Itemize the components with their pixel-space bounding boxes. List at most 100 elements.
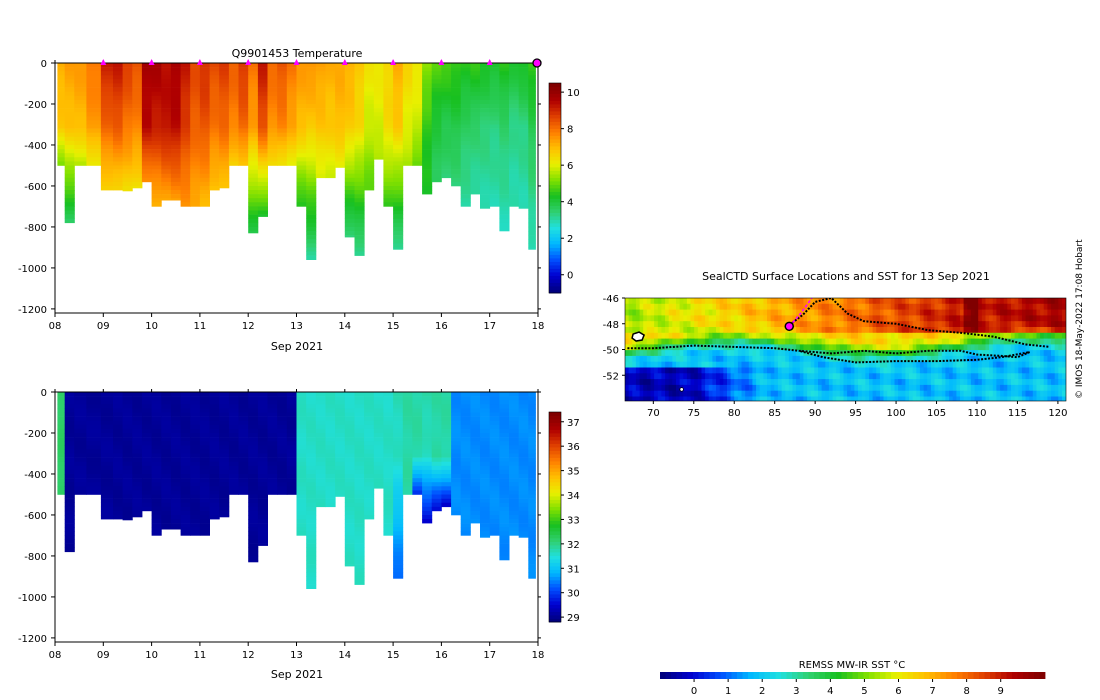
sst-cell: [646, 309, 651, 316]
data-cell: [199, 433, 210, 438]
data-cell: [354, 457, 365, 462]
sst-cell: [876, 355, 881, 363]
data-cell: [373, 482, 384, 487]
data-cell: [393, 392, 404, 397]
data-cell: [528, 424, 536, 430]
data-cell: [122, 63, 133, 68]
data-cell: [141, 91, 152, 97]
sst-cell: [686, 344, 691, 351]
data-cell: [335, 161, 346, 166]
data-cell: [528, 519, 536, 524]
data-cell: [412, 486, 423, 491]
data-cell: [286, 486, 297, 491]
sst-cell: [657, 327, 662, 334]
sst-cell: [756, 309, 761, 316]
data-cell: [470, 392, 481, 397]
sst-cell: [930, 344, 935, 351]
data-cell: [306, 136, 317, 142]
data-cell: [518, 400, 529, 405]
sst-cell: [872, 309, 877, 316]
data-cell: [286, 112, 297, 117]
data-cell: [228, 149, 239, 154]
data-cell: [199, 486, 210, 491]
sst-cell: [1043, 355, 1048, 363]
sst-cell: [956, 315, 961, 322]
sst-cell: [781, 350, 786, 357]
data-cell: [306, 539, 317, 544]
data-cell: [344, 478, 355, 483]
sst-cell: [676, 315, 681, 322]
data-cell: [219, 153, 230, 158]
sst-cell: [1011, 321, 1016, 328]
data-cell: [151, 153, 162, 158]
data-cell: [335, 157, 346, 162]
sst-cell: [828, 361, 833, 368]
data-cell: [86, 465, 102, 471]
data-cell: [412, 128, 423, 133]
data-cell: [383, 416, 394, 421]
sst-cell: [701, 309, 706, 316]
sst-cell: [781, 338, 786, 345]
sst-cell: [1062, 309, 1066, 316]
data-cell: [64, 490, 75, 495]
data-cell: [132, 79, 143, 84]
data-cell: [219, 157, 230, 162]
sst-cell: [686, 361, 691, 368]
sst-cell: [799, 327, 804, 334]
data-cell: [325, 416, 336, 421]
data-cell: [161, 506, 172, 512]
data-cell: [431, 124, 442, 129]
data-cell: [518, 441, 529, 446]
sst-cell: [734, 338, 739, 345]
data-cell: [180, 392, 191, 397]
data-cell: [190, 412, 201, 417]
sst-cell: [810, 338, 815, 345]
data-cell: [238, 449, 249, 454]
data-cell: [161, 198, 172, 201]
data-cell: [248, 502, 259, 508]
data-cell: [100, 95, 114, 101]
data-cell: [122, 498, 133, 503]
data-cell: [480, 404, 491, 409]
data-cell: [364, 408, 375, 413]
data-cell: [528, 494, 536, 499]
data-cell: [296, 87, 307, 92]
data-cell: [257, 79, 268, 84]
data-cell: [161, 177, 172, 183]
data-cell: [267, 63, 278, 68]
data-cell: [344, 206, 355, 211]
sst-cell: [832, 321, 837, 328]
sst-cell: [858, 298, 863, 305]
sst-cell: [635, 350, 640, 357]
data-cell: [383, 392, 394, 397]
data-cell: [296, 474, 307, 479]
data-cell: [219, 173, 230, 179]
data-cell: [209, 469, 220, 475]
sst-cell: [930, 355, 935, 363]
sst-cell: [879, 350, 884, 357]
data-cell: [113, 474, 124, 479]
sst-cell: [828, 315, 833, 322]
colorbar-segment: [549, 457, 561, 462]
data-cell: [354, 108, 365, 113]
data-cell: [286, 428, 297, 434]
data-cell: [354, 494, 365, 499]
data-cell: [170, 408, 181, 413]
sst-cell: [825, 309, 830, 316]
data-cell: [441, 420, 452, 426]
sst-cell: [719, 321, 724, 328]
sst-cell: [814, 327, 819, 334]
sst-cell: [694, 309, 699, 316]
data-cell: [267, 490, 278, 495]
data-cell: [499, 104, 510, 109]
data-cell: [460, 165, 471, 170]
sst-cell: [625, 309, 630, 316]
data-cell: [344, 149, 355, 154]
data-cell: [199, 140, 210, 146]
data-cell: [528, 408, 536, 413]
sst-cell: [996, 327, 1001, 334]
data-cell: [257, 449, 268, 454]
data-cell: [180, 87, 191, 92]
data-cell: [86, 132, 102, 138]
data-cell: [74, 461, 87, 467]
